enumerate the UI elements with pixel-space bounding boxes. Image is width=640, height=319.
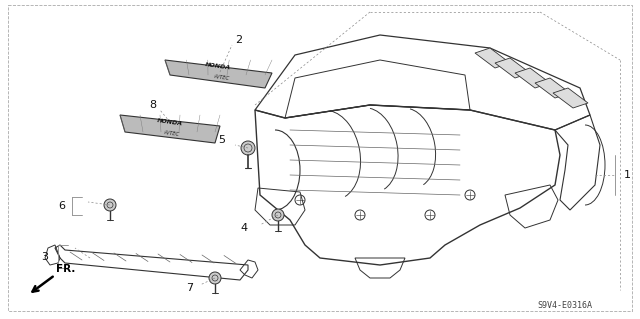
Text: FR.: FR. <box>56 264 76 274</box>
Text: i-VTEC: i-VTEC <box>214 74 230 82</box>
Text: 3: 3 <box>41 252 48 262</box>
Circle shape <box>209 272 221 284</box>
Text: S9V4-E0316A: S9V4-E0316A <box>538 300 593 309</box>
Text: 1: 1 <box>624 170 631 180</box>
Polygon shape <box>515 68 550 88</box>
Text: 5: 5 <box>218 135 225 145</box>
Text: i-VTEC: i-VTEC <box>164 130 180 137</box>
Polygon shape <box>475 48 510 68</box>
Circle shape <box>104 199 116 211</box>
Text: HONDA: HONDA <box>205 62 231 70</box>
Text: 8: 8 <box>149 100 156 110</box>
Polygon shape <box>495 58 530 78</box>
Polygon shape <box>120 115 220 143</box>
Polygon shape <box>553 88 588 108</box>
Polygon shape <box>165 60 272 88</box>
Polygon shape <box>535 78 570 98</box>
Text: 4: 4 <box>241 223 248 233</box>
Text: 2: 2 <box>235 35 242 45</box>
Text: HONDA: HONDA <box>157 118 183 126</box>
Text: 7: 7 <box>186 283 193 293</box>
Circle shape <box>241 141 255 155</box>
Circle shape <box>272 209 284 221</box>
Text: 6: 6 <box>58 201 65 211</box>
